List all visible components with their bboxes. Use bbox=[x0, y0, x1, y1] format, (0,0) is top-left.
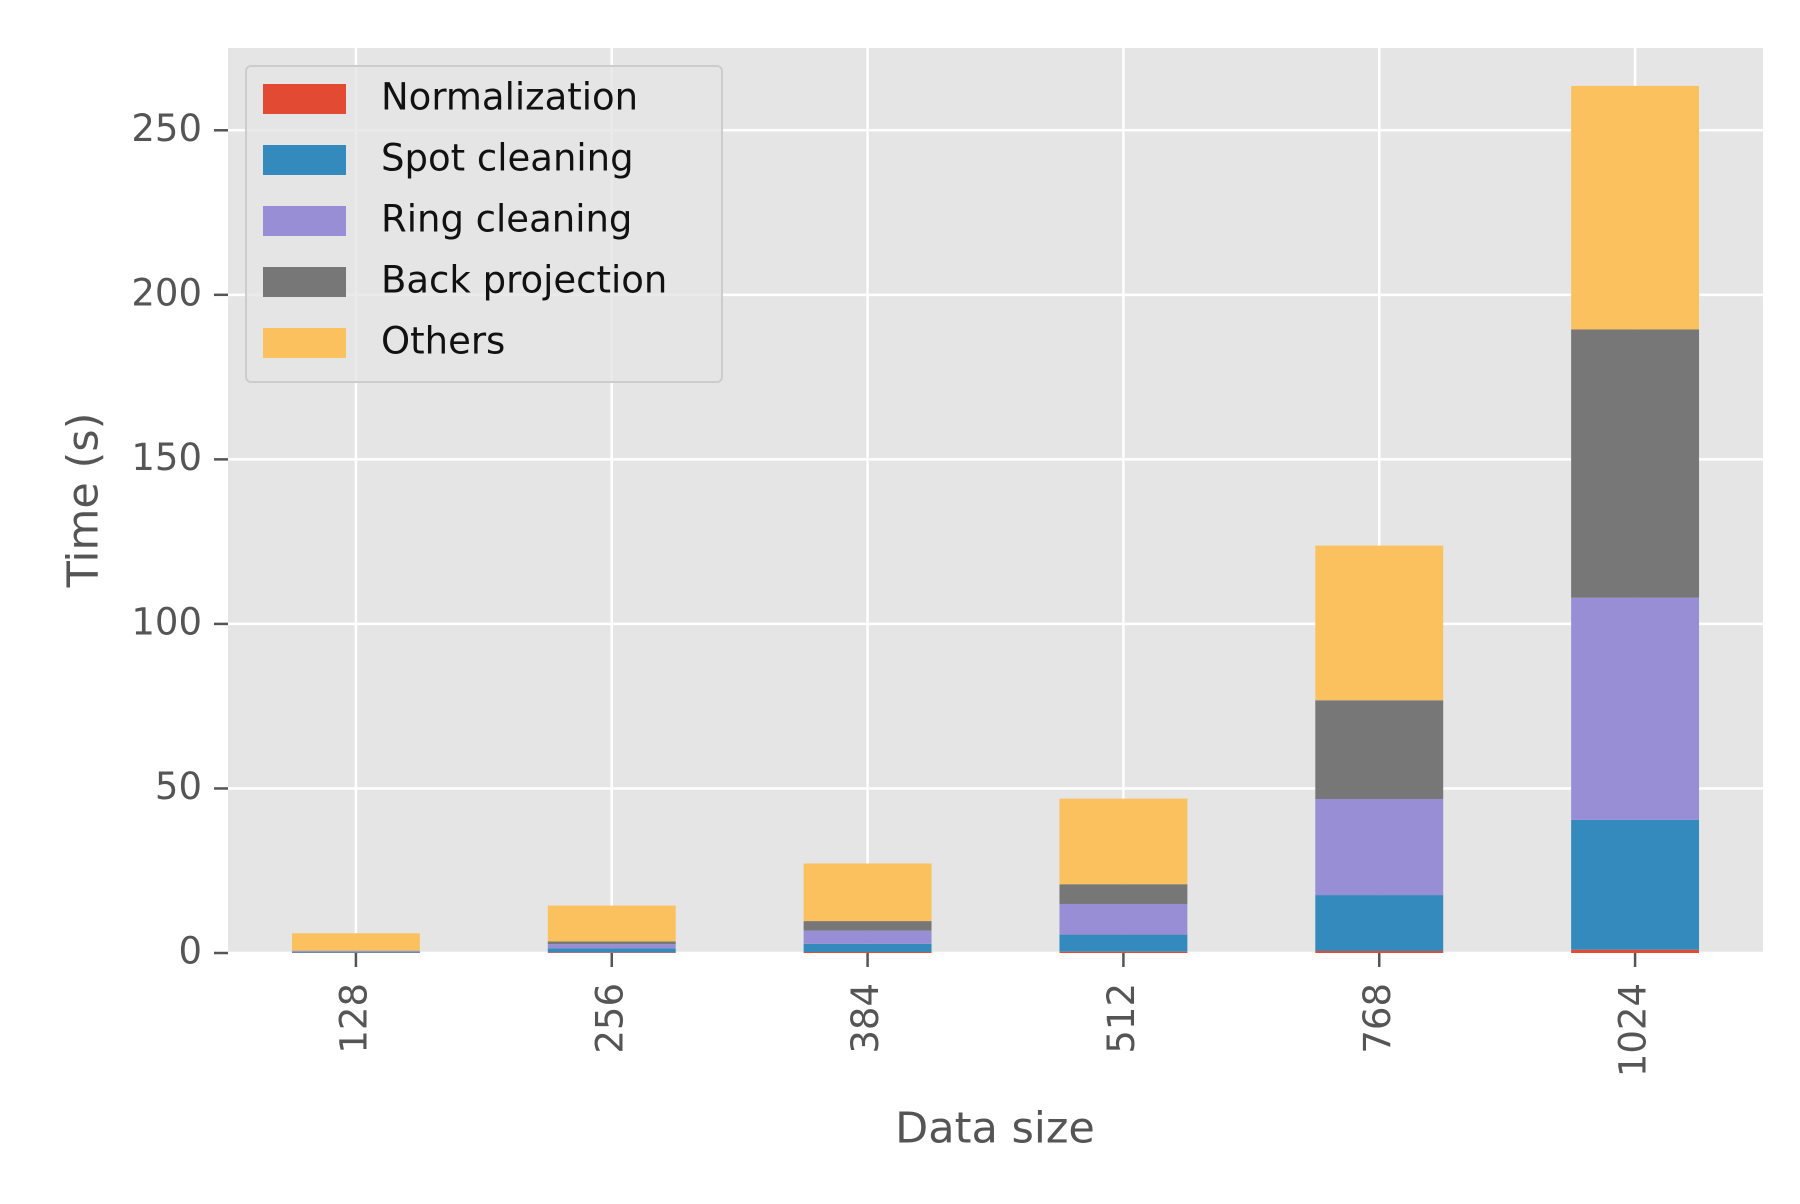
y-axis-label: Time (s) bbox=[59, 413, 109, 589]
bar-segment bbox=[292, 933, 420, 950]
bar-segment bbox=[292, 952, 420, 953]
bar-segment bbox=[1315, 546, 1443, 701]
legend: Normalization Spot cleaning Ring cleaning B… bbox=[246, 66, 722, 382]
bar-segment bbox=[1059, 884, 1187, 904]
bar-segment bbox=[1315, 895, 1443, 951]
bar-segment bbox=[548, 948, 676, 952]
x-tick-label: 1024 bbox=[1612, 983, 1655, 1077]
bar-segment bbox=[804, 931, 932, 944]
legend-label: Normalization bbox=[381, 76, 638, 119]
legend-swatch bbox=[263, 145, 346, 175]
bar-segment bbox=[1571, 598, 1699, 820]
bar-segment bbox=[804, 863, 932, 921]
bar-segment bbox=[548, 941, 676, 944]
bar-segment bbox=[548, 944, 676, 948]
legend-label: Ring cleaning bbox=[381, 198, 632, 241]
legend-label: Back projection bbox=[381, 259, 667, 302]
bar-segment bbox=[1315, 799, 1443, 895]
bar-segment bbox=[1059, 799, 1187, 885]
bar-segment bbox=[1315, 700, 1443, 799]
bar-segment bbox=[1571, 820, 1699, 950]
bar-segment bbox=[1059, 952, 1187, 953]
bar-segment bbox=[548, 952, 676, 953]
x-tick-label: 768 bbox=[1356, 983, 1399, 1054]
bar-segment bbox=[1571, 950, 1699, 953]
legend-label: Spot cleaning bbox=[381, 137, 634, 180]
x-tick-label: 256 bbox=[588, 983, 631, 1054]
bar-segment bbox=[1059, 935, 1187, 952]
bar-segment bbox=[1571, 329, 1699, 597]
x-tick-label: 128 bbox=[332, 983, 375, 1054]
legend-label: Others bbox=[381, 320, 505, 363]
bar-segment bbox=[804, 952, 932, 953]
bar-segment bbox=[548, 906, 676, 942]
x-axis: 128 256 384 512 768 1024 bbox=[332, 953, 1654, 1077]
bar-segment bbox=[1315, 951, 1443, 953]
bar-segment bbox=[804, 944, 932, 952]
y-tick-label: 250 bbox=[131, 107, 202, 150]
bar-segment bbox=[1059, 904, 1187, 935]
legend-swatch bbox=[263, 206, 346, 236]
bar-segment bbox=[1571, 86, 1699, 330]
bar-segment bbox=[292, 951, 420, 952]
x-tick-label: 512 bbox=[1100, 983, 1143, 1054]
y-tick-label: 50 bbox=[155, 765, 202, 808]
y-tick-label: 0 bbox=[178, 930, 202, 973]
y-axis: 0 50 100 150 200 250 bbox=[131, 107, 228, 973]
bar-segment bbox=[804, 921, 932, 931]
y-tick-label: 100 bbox=[131, 600, 202, 643]
x-axis-label: Data size bbox=[895, 1104, 1095, 1154]
legend-swatch bbox=[263, 267, 346, 297]
legend-swatch bbox=[263, 328, 346, 358]
legend-swatch bbox=[263, 84, 346, 114]
y-tick-label: 150 bbox=[131, 436, 202, 479]
y-tick-label: 200 bbox=[131, 271, 202, 314]
x-tick-label: 384 bbox=[844, 983, 887, 1054]
